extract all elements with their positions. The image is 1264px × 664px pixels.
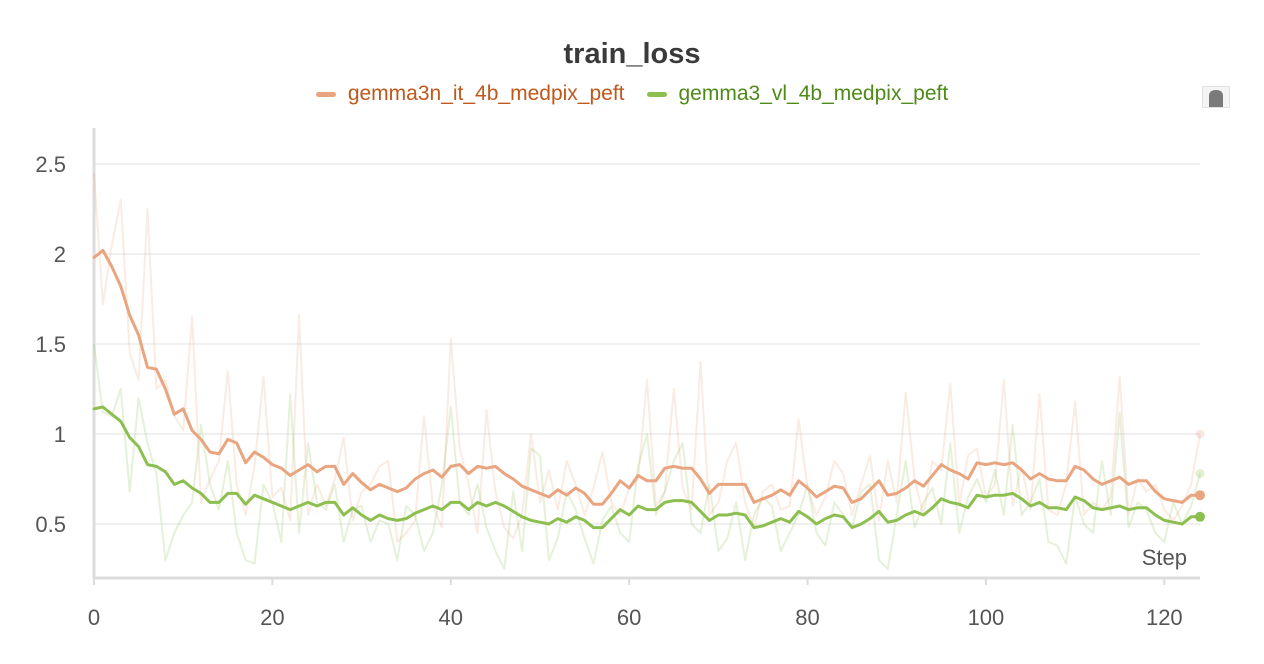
legend-swatch-series-1 <box>315 91 336 97</box>
smoothed-endpoint-marker-1 <box>1195 490 1205 501</box>
smoothed-series-line-2 <box>92 405 1202 530</box>
y-tick-label: 1.5 <box>35 332 66 357</box>
y-tick-label: 1 <box>54 422 66 447</box>
x-tick-label: 120 <box>1146 605 1183 630</box>
raw-series-line-1 <box>93 172 1201 543</box>
y-tick-label: 2 <box>54 242 66 267</box>
x-tick-label: 0 <box>88 605 100 630</box>
smoothed-endpoint-marker-2 <box>1195 511 1205 522</box>
x-tick-label: 100 <box>968 605 1005 630</box>
x-tick-label: 80 <box>795 605 819 630</box>
chart-title: train_loss <box>563 38 701 70</box>
x-axis-title: Step <box>1142 545 1187 570</box>
raw-endpoint-marker-2 <box>1195 469 1205 479</box>
x-tick-label: 40 <box>439 605 463 630</box>
y-tick-label: 0.5 <box>35 512 66 537</box>
legend-item-series-2[interactable]: gemma3_vl_4b_medpix_peft <box>646 82 949 106</box>
x-tick-label: 20 <box>260 605 284 630</box>
legend-swatch-series-2 <box>646 91 667 97</box>
raw-endpoint-marker-1 <box>1195 429 1205 439</box>
legend-label-series-1: gemma3n_it_4b_medpix_peft <box>347 82 625 105</box>
smoothed-series-line-1 <box>92 248 1202 506</box>
x-tick-label: 60 <box>617 605 641 630</box>
raw-series-line-2 <box>93 343 1201 570</box>
legend-item-series-1[interactable]: gemma3n_it_4b_medpix_peft <box>315 82 625 106</box>
panel-menu-icon[interactable] <box>1202 86 1230 108</box>
chart-legend: gemma3n_it_4b_medpix_peft gemma3_vl_4b_m… <box>0 82 1264 106</box>
legend-label-series-2: gemma3_vl_4b_medpix_peft <box>678 82 949 105</box>
y-tick-label: 2.5 <box>35 152 66 177</box>
